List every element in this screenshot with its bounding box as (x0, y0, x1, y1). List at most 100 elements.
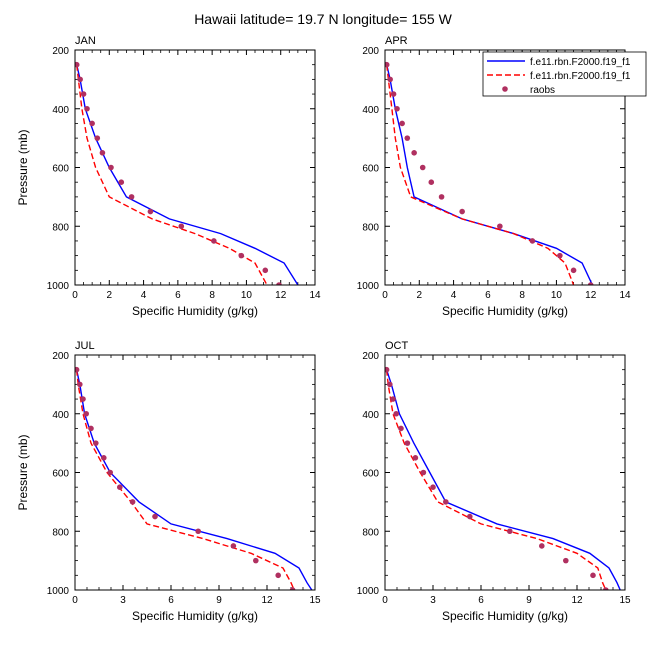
y-tick-label: 200 (362, 46, 379, 57)
panel-jan: JAN 0 2 4 6 8 10 12 14 200 400 600 800 1000 Specific H… (16, 35, 321, 318)
raobs-point (387, 381, 393, 388)
dashed-series-line (76, 64, 268, 285)
solid-series-line (75, 369, 313, 590)
x-axis-label: Specific Humidity (g/kg) (442, 304, 568, 318)
plot-area (385, 61, 594, 285)
x-axis-label: Specific Humidity (g/kg) (132, 304, 258, 318)
panel-frame (384, 49, 626, 286)
solid-series-line (385, 369, 621, 590)
x-tick-label: 12 (571, 595, 583, 606)
panel-frame (74, 354, 316, 591)
y-tick-label: 800 (362, 527, 379, 538)
y-tick-label: 400 (52, 105, 69, 116)
raobs-point (289, 587, 296, 590)
x-tick-label: 8 (519, 290, 525, 301)
panel-label: OCT (385, 340, 409, 352)
panel-oct: OCT 0 3 6 9 12 15 200 400 600 800 1000 Specific Humi… (357, 340, 631, 623)
legend-label: f.e11.rbn.F2000.f19_f1 (530, 71, 631, 82)
panel-jul: JUL 0 3 6 9 12 15 200 400 600 800 1000 Specific Humi… (16, 340, 321, 623)
raobs-point (459, 208, 465, 215)
raobs-point (147, 208, 154, 215)
raobs-point (211, 238, 217, 244)
raobs-point (94, 135, 101, 141)
raobs-point (443, 499, 449, 505)
raobs-point (570, 267, 577, 274)
x-tick-label: 8 (209, 290, 215, 301)
raobs-point (539, 543, 545, 549)
legend: f.e11.rbn.F2000.f19_f1 f.e11.rbn.F2000.f1… (482, 51, 647, 97)
y-tick-label: 400 (362, 410, 379, 421)
raobs-point (398, 425, 404, 432)
raobs-point (93, 440, 99, 446)
x-tick-label: 6 (175, 290, 181, 301)
y-tick-label: 200 (52, 351, 69, 362)
raobs-point (195, 528, 201, 535)
x-tick-label: 4 (451, 290, 457, 301)
panel-frame (74, 49, 316, 286)
x-tick-label: 14 (619, 290, 631, 301)
raobs-point (118, 179, 125, 185)
x-axis-label: Specific Humidity (g/kg) (132, 609, 258, 623)
y-tick-label: 600 (52, 164, 69, 175)
raobs-point (557, 252, 563, 259)
raobs-point (404, 135, 411, 141)
raobs-point (419, 164, 426, 171)
panel-label: APR (385, 35, 408, 47)
raobs-point (467, 513, 473, 520)
y-tick-label: 1000 (357, 281, 380, 292)
raobs-point (88, 425, 94, 432)
legend-label: raobs (530, 85, 555, 96)
x-tick-label: 15 (619, 595, 631, 606)
raobs-point (603, 587, 609, 590)
y-tick-label: 400 (362, 105, 379, 116)
dashed-series-line (385, 369, 607, 590)
plot-area (75, 61, 299, 285)
y-tick-label: 400 (52, 410, 69, 421)
x-tick-label: 0 (382, 595, 388, 606)
x-tick-label: 12 (275, 290, 287, 301)
y-tick-label: 1000 (47, 586, 70, 597)
raobs-point (107, 469, 113, 476)
raobs-point (75, 61, 80, 68)
raobs-point (129, 499, 136, 505)
panel-label: JUL (75, 340, 95, 352)
raobs-point (101, 455, 107, 461)
raobs-point (590, 572, 596, 579)
y-tick-label: 600 (362, 469, 379, 480)
raobs-point (393, 410, 400, 417)
x-tick-label: 15 (309, 595, 321, 606)
x-tick-label: 0 (72, 595, 78, 606)
x-tick-label: 0 (72, 290, 78, 301)
dashed-series-line (386, 64, 575, 285)
y-axis-label: Pressure (mb) (16, 434, 30, 510)
raobs-point (385, 61, 390, 68)
y-tick-label: 600 (52, 469, 69, 480)
raobs-point (238, 252, 245, 259)
raobs-point (412, 455, 419, 461)
x-tick-label: 3 (120, 595, 126, 606)
raobs-point (84, 105, 90, 112)
panel-frame (384, 354, 626, 591)
plot-area (385, 366, 621, 590)
raobs-point (276, 282, 282, 285)
raobs-point (428, 179, 435, 185)
raobs-point (387, 76, 393, 83)
y-tick-label: 1000 (47, 281, 70, 292)
plot-area (75, 366, 313, 590)
x-tick-label: 9 (526, 595, 532, 606)
y-tick-label: 800 (52, 527, 69, 538)
y-tick-label: 800 (52, 222, 69, 233)
raobs-point (507, 528, 513, 535)
raobs-point (275, 572, 282, 579)
raobs-point (89, 120, 95, 127)
x-tick-label: 3 (430, 595, 436, 606)
x-tick-label: 10 (241, 290, 253, 301)
raobs-point (390, 396, 396, 402)
y-axis-label: Pressure (mb) (16, 129, 30, 205)
raobs-point (563, 557, 569, 564)
raobs-point (385, 366, 390, 373)
x-tick-label: 10 (551, 290, 563, 301)
raobs-point (230, 543, 237, 549)
x-tick-label: 0 (382, 290, 388, 301)
x-tick-label: 14 (309, 290, 321, 301)
